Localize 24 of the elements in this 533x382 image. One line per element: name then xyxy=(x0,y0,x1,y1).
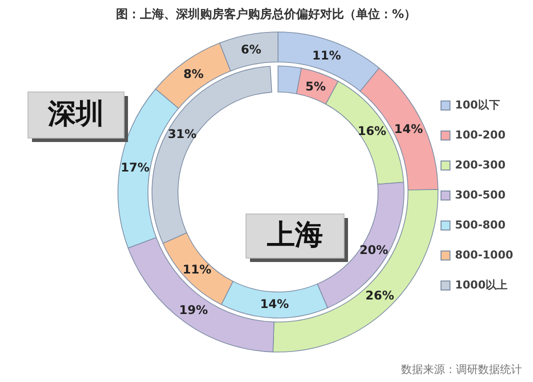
chart-title: 图：上海、深圳购房客户购房总价偏好对比（单位：%） xyxy=(116,7,416,21)
slice-label: 深圳 xyxy=(47,97,104,130)
data-label: 26% xyxy=(365,288,394,302)
legend-label: 500-800 xyxy=(455,218,506,232)
data-label: 19% xyxy=(179,302,208,317)
data-label: 8% xyxy=(183,67,204,82)
legend-label: 1000以上 xyxy=(455,278,508,292)
legend-label: 300-500 xyxy=(455,188,506,202)
data-label: 11% xyxy=(312,48,342,62)
legend-label: 200-300 xyxy=(455,158,506,172)
data-label: 17% xyxy=(120,160,150,174)
data-label: 6% xyxy=(240,42,262,57)
source-note: 数据来源：调研数据统计 xyxy=(401,363,522,376)
data-label: 20% xyxy=(359,243,388,257)
legend-label: 100以下 xyxy=(455,98,500,112)
data-label: 31% xyxy=(168,127,197,141)
slice-label: 上海 xyxy=(266,218,323,251)
legend-label: 100-200 xyxy=(455,128,506,142)
legend-label: 800-1000 xyxy=(455,248,514,262)
data-label: 14% xyxy=(394,122,423,136)
data-label: 14% xyxy=(260,296,289,311)
data-label: 16% xyxy=(358,124,386,138)
data-label: 5% xyxy=(305,79,326,94)
data-label: 11% xyxy=(182,262,212,276)
